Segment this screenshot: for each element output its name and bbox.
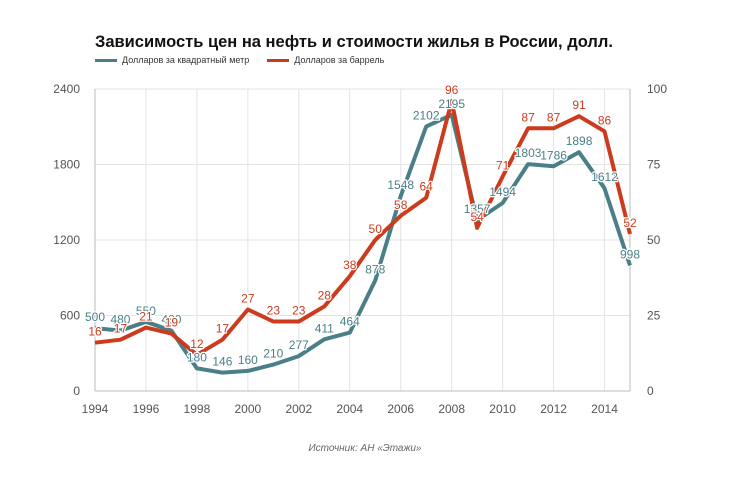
data-label-sqm: 1612 <box>591 170 618 184</box>
data-label-sqm: 878 <box>365 263 385 277</box>
x-tick-label: 2002 <box>285 402 312 416</box>
chart-legend: Долларов за квадратный метр Долларов за … <box>95 55 402 65</box>
x-tick-label: 2004 <box>336 402 363 416</box>
legend-item-barrel: Долларов за баррель <box>267 55 384 65</box>
data-label-barrel: 52 <box>623 216 637 230</box>
chart-title: Зависимость цен на нефть и стоимости жил… <box>95 33 613 51</box>
y-left-tick-label: 2400 <box>53 82 80 96</box>
x-tick-label: 2010 <box>489 402 516 416</box>
y-right-tick-label: 100 <box>647 82 667 96</box>
series-line-sqm <box>94 112 632 375</box>
data-label-barrel: 87 <box>521 110 535 124</box>
legend-swatch-barrel <box>267 58 290 62</box>
x-tick-label: 1994 <box>82 402 109 416</box>
y-right-tick-label: 50 <box>647 233 661 247</box>
y-right-tick-label: 0 <box>647 384 654 398</box>
chart-source: Источник: АН «Этажи» <box>308 443 422 454</box>
data-label-sqm: 1357 <box>464 202 491 216</box>
series-line-barrel <box>94 99 632 357</box>
x-tick-label: 2014 <box>591 402 618 416</box>
legend-label-barrel: Долларов за баррель <box>294 55 385 65</box>
x-tick-label: 2012 <box>540 402 567 416</box>
data-label-sqm: 160 <box>238 353 258 367</box>
data-label-sqm: 411 <box>315 321 334 335</box>
data-label-sqm: 2102 <box>413 108 440 122</box>
data-label-barrel: 58 <box>394 198 408 212</box>
data-label-barrel: 86 <box>598 113 612 127</box>
data-label-sqm: 146 <box>212 355 232 369</box>
data-label-sqm: 998 <box>620 247 640 261</box>
x-tick-label: 2008 <box>438 402 465 416</box>
data-label-sqm: 480 <box>161 313 181 327</box>
data-label-barrel: 21 <box>139 310 153 324</box>
data-label-sqm: 500 <box>85 310 105 324</box>
data-label-barrel: 96 <box>445 83 459 97</box>
data-label-sqm: 464 <box>340 315 360 329</box>
data-label-sqm: 550 <box>136 304 156 318</box>
data-label-barrel: 27 <box>241 291 255 305</box>
y-right-tick-label: 75 <box>647 158 661 172</box>
data-label-barrel: 19 <box>165 316 179 330</box>
data-label-sqm: 1548 <box>387 178 414 192</box>
y-left-tick-label: 1800 <box>53 158 80 172</box>
data-label-barrel: 64 <box>420 180 434 194</box>
data-label-sqm: 180 <box>187 350 207 364</box>
data-label-barrel: 38 <box>343 258 357 272</box>
legend-swatch-sqm <box>95 58 117 62</box>
data-label-barrel: 16 <box>88 325 102 339</box>
data-label-barrel: 23 <box>292 304 306 318</box>
data-label-sqm: 2195 <box>438 97 465 111</box>
data-label-sqm: 277 <box>289 338 309 352</box>
data-label-barrel: 91 <box>572 98 586 112</box>
data-label-sqm: 210 <box>263 347 283 361</box>
legend-item-sqm: Долларов за квадратный метр <box>95 55 249 65</box>
data-label-barrel: 50 <box>369 222 383 236</box>
x-tick-label: 2006 <box>387 402 414 416</box>
data-label-barrel: 71 <box>496 159 510 173</box>
data-label-barrel: 87 <box>547 110 561 124</box>
data-label-barrel: 28 <box>318 288 332 302</box>
y-right-tick-label: 25 <box>647 309 661 323</box>
y-left-tick-label: 0 <box>73 384 80 398</box>
x-tick-label: 1996 <box>133 402 160 416</box>
data-label-barrel: 54 <box>470 210 484 224</box>
data-label-barrel: 12 <box>190 337 204 351</box>
data-label-barrel: 17 <box>216 322 230 336</box>
data-label-sqm: 480 <box>110 313 130 327</box>
data-label-sqm: 1898 <box>566 134 593 148</box>
data-label-sqm: 1803 <box>515 146 542 160</box>
data-label-sqm: 1786 <box>540 148 567 162</box>
x-tick-label: 2000 <box>235 402 262 416</box>
x-tick-label: 1998 <box>184 402 211 416</box>
data-label-barrel: 17 <box>114 322 128 336</box>
data-label-sqm: 1494 <box>489 185 516 199</box>
legend-label-sqm: Долларов за квадратный метр <box>122 55 250 65</box>
y-left-tick-label: 600 <box>60 309 80 323</box>
data-label-barrel: 23 <box>267 304 281 318</box>
y-left-tick-label: 1200 <box>53 233 80 247</box>
